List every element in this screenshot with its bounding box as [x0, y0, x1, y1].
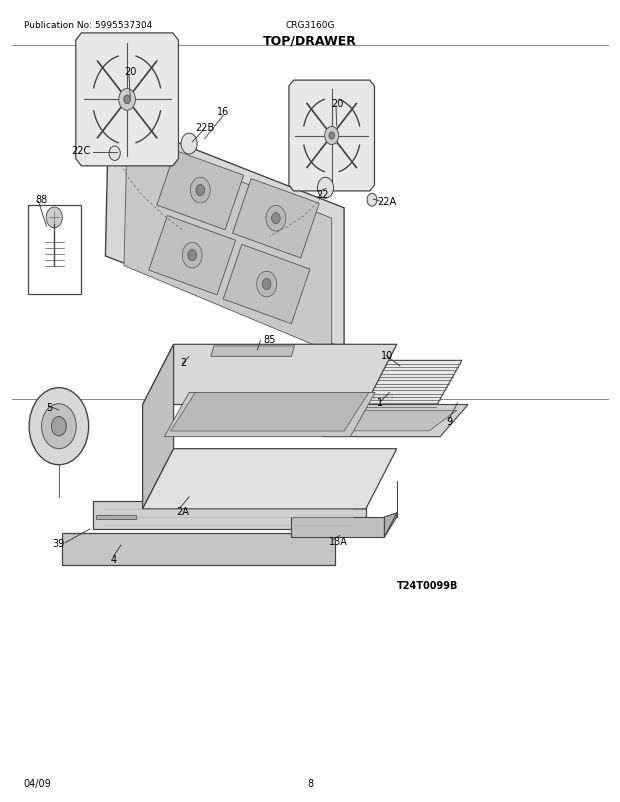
- Polygon shape: [157, 152, 244, 230]
- Text: 16: 16: [217, 107, 229, 117]
- Text: 20: 20: [124, 67, 136, 77]
- Text: 13A: 13A: [329, 537, 347, 546]
- Circle shape: [257, 272, 277, 298]
- Text: 22: 22: [316, 190, 329, 200]
- Circle shape: [182, 243, 202, 269]
- Polygon shape: [289, 81, 374, 192]
- Text: 85: 85: [264, 334, 276, 344]
- Polygon shape: [291, 517, 384, 537]
- Text: 22B: 22B: [195, 124, 215, 133]
- Text: 10: 10: [381, 350, 394, 360]
- Polygon shape: [143, 449, 397, 509]
- Polygon shape: [143, 345, 174, 509]
- Circle shape: [42, 404, 76, 449]
- Polygon shape: [93, 501, 366, 529]
- Circle shape: [124, 96, 130, 104]
- Circle shape: [190, 178, 210, 204]
- Circle shape: [51, 417, 66, 436]
- Text: 39: 39: [53, 539, 65, 549]
- Polygon shape: [232, 180, 319, 258]
- Polygon shape: [124, 136, 332, 353]
- Text: 4: 4: [110, 554, 117, 564]
- Text: 20: 20: [332, 99, 344, 109]
- Text: 9: 9: [446, 417, 453, 427]
- Circle shape: [272, 213, 280, 225]
- Text: Publication No: 5995537304: Publication No: 5995537304: [24, 21, 152, 30]
- Circle shape: [262, 279, 271, 290]
- Circle shape: [46, 208, 62, 229]
- Polygon shape: [143, 345, 397, 405]
- Circle shape: [367, 194, 377, 207]
- Polygon shape: [211, 346, 294, 357]
- Circle shape: [188, 250, 197, 261]
- Polygon shape: [316, 361, 462, 411]
- Text: 2: 2: [180, 358, 186, 367]
- Polygon shape: [223, 245, 310, 324]
- Polygon shape: [322, 405, 468, 437]
- Text: 22C: 22C: [71, 146, 91, 156]
- Circle shape: [196, 185, 205, 196]
- Circle shape: [266, 206, 286, 232]
- Polygon shape: [334, 411, 457, 431]
- Circle shape: [329, 132, 335, 140]
- Circle shape: [325, 128, 339, 145]
- Text: 2A: 2A: [177, 507, 190, 516]
- Text: CRG3160G: CRG3160G: [285, 21, 335, 30]
- Polygon shape: [384, 513, 397, 537]
- Text: 8: 8: [307, 778, 313, 788]
- Polygon shape: [96, 515, 136, 520]
- Text: 04/09: 04/09: [24, 778, 51, 788]
- Text: 1: 1: [377, 398, 383, 407]
- Polygon shape: [62, 533, 335, 565]
- Circle shape: [29, 388, 89, 465]
- FancyBboxPatch shape: [28, 206, 81, 294]
- Polygon shape: [149, 217, 236, 295]
- Text: 22A: 22A: [377, 197, 396, 207]
- Text: TOP/DRAWER: TOP/DRAWER: [263, 34, 357, 47]
- Circle shape: [109, 147, 120, 161]
- Polygon shape: [170, 393, 369, 431]
- Polygon shape: [105, 116, 344, 349]
- Polygon shape: [164, 393, 375, 437]
- Circle shape: [317, 178, 334, 199]
- Text: T24T0099B: T24T0099B: [397, 581, 458, 590]
- Polygon shape: [76, 34, 179, 167]
- Text: 5: 5: [46, 403, 53, 412]
- Text: 88: 88: [35, 195, 48, 205]
- Circle shape: [181, 134, 197, 155]
- Text: eReplacementParts.com: eReplacementParts.com: [225, 391, 395, 403]
- Circle shape: [118, 89, 136, 111]
